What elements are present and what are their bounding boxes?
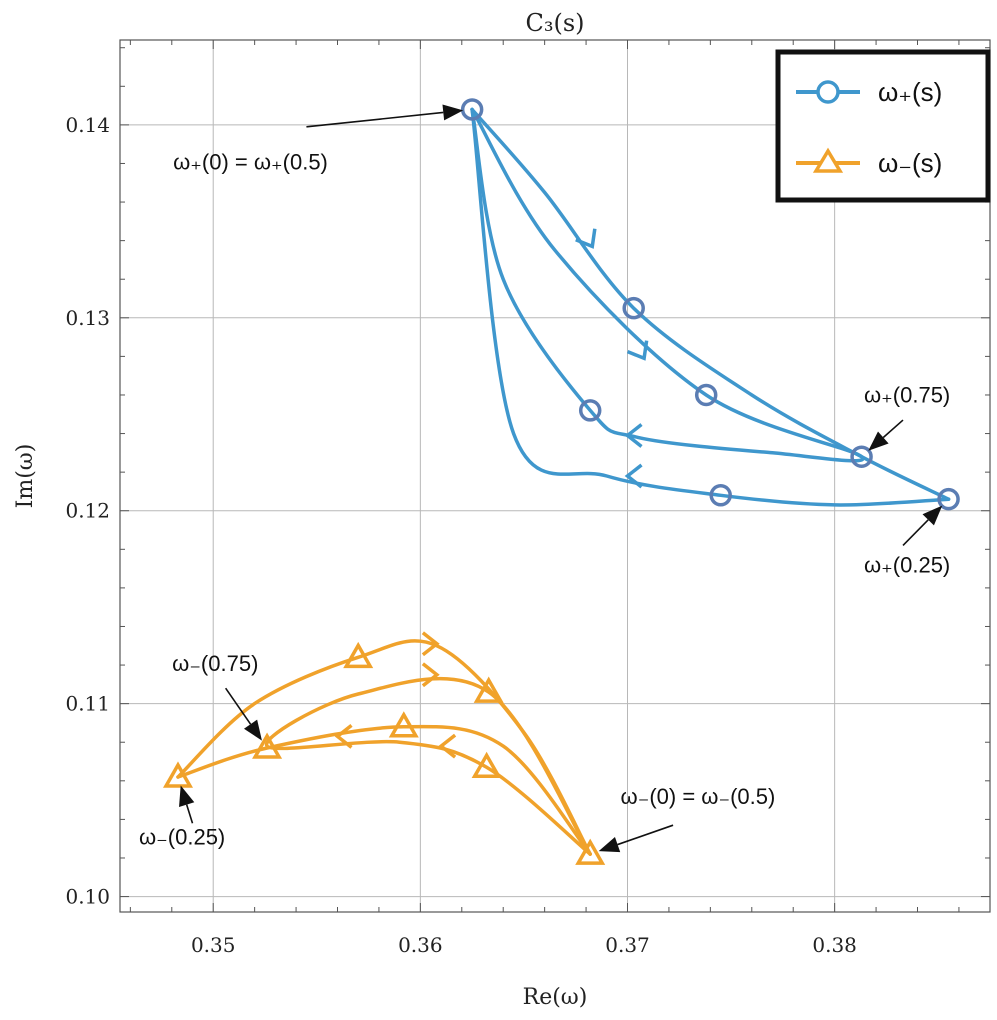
legend: ω₊(s) ω₋(s) — [775, 49, 991, 203]
triangle-marker — [252, 732, 283, 759]
triangle-marker — [473, 676, 504, 703]
chart-title: C₃(s) — [525, 9, 584, 37]
annotation-arrow-line — [224, 687, 252, 725]
x-tick-label: 0.37 — [605, 933, 650, 957]
annotation-arrow-line — [902, 519, 929, 547]
triangle-marker — [575, 838, 606, 865]
series-omega-minus — [162, 631, 606, 865]
triangle-marker — [471, 751, 502, 779]
triangle-marker — [343, 641, 374, 669]
annotation: ω₊(0.75) — [864, 383, 950, 451]
direction-arrow — [421, 662, 440, 688]
circle-marker — [460, 98, 484, 121]
series-curve — [470, 107, 951, 507]
plot-frame — [119, 39, 991, 913]
legend-box — [775, 49, 991, 203]
annotation-arrow-head — [868, 431, 889, 451]
direction-arrow — [624, 463, 643, 489]
annotation-arrow-line — [882, 419, 904, 439]
annotation-arrow-head — [442, 104, 464, 121]
y-tick-label: 0.14 — [65, 113, 110, 137]
series-curve — [265, 676, 592, 856]
annotation-arrow-line — [185, 804, 194, 824]
x-tick-label: 0.36 — [398, 933, 443, 957]
annotation: ω₋(0) = ω₋(0.5) — [598, 784, 776, 853]
annotation: ω₊(0.25) — [864, 505, 950, 577]
x-tick-label: 0.35 — [191, 933, 236, 957]
annotation-arrow-line — [306, 111, 444, 128]
annotation-arrow-head — [179, 785, 195, 808]
annotation: ω₋(0.75) — [172, 651, 262, 741]
annotation: ω₊(0) = ω₊(0.5) — [173, 104, 464, 174]
legend-label-omega-minus: ω₋(s) — [878, 148, 942, 178]
legend-label-omega-plus: ω₊(s) — [878, 77, 942, 107]
direction-arrow — [575, 228, 597, 249]
legend-triangle-marker — [812, 147, 844, 173]
annotation-label: ω₊(0.25) — [864, 552, 950, 577]
y-tick-label: 0.12 — [65, 499, 110, 523]
y-tick-label: 0.11 — [65, 692, 110, 716]
annotation-arrow-line — [617, 824, 674, 846]
circle-marker — [578, 399, 602, 422]
axis-ticks: 0.35 0.36 0.37 0.38 0.10 0.11 0.12 0.13 0.14 — [65, 40, 990, 957]
y-tick-label: 0.10 — [65, 885, 110, 909]
triangle-marker — [162, 761, 194, 788]
direction-arrow — [626, 340, 649, 361]
annotation-label: ω₋(0) = ω₋(0.5) — [621, 784, 776, 809]
circle-marker — [694, 383, 718, 407]
annotation-label: ω₋(0.75) — [172, 651, 258, 676]
series-curve — [176, 724, 592, 856]
x-tick-label: 0.38 — [812, 933, 857, 957]
circle-marker — [850, 445, 873, 468]
annotation-label: ω₊(0.75) — [864, 383, 950, 408]
annotation-label: ω₋(0.25) — [139, 824, 225, 849]
annotation: ω₋(0.25) — [139, 785, 225, 849]
annotation-arrow-head — [922, 505, 943, 526]
circle-marker — [937, 487, 960, 511]
y-tick-label: 0.13 — [65, 306, 110, 330]
series-curve — [470, 107, 865, 463]
direction-arrow — [438, 733, 457, 759]
series-layer — [162, 98, 960, 865]
circle-marker — [709, 484, 732, 507]
triangle-marker — [388, 711, 419, 738]
annotation-arrow-head — [243, 719, 262, 741]
y-axis-label: Im(ω) — [13, 444, 38, 509]
direction-arrow — [334, 724, 353, 749]
annotation-label: ω₊(0) = ω₊(0.5) — [173, 149, 328, 174]
legend-circle-marker — [816, 80, 840, 104]
annotations: ω₊(0) = ω₊(0.5) ω₊(0.75) ω₊(0.25) ω₋(0.75) ω… — [139, 104, 950, 853]
series-omega-plus — [460, 98, 960, 511]
direction-arrow — [624, 423, 643, 448]
annotation-arrow-head — [598, 837, 621, 853]
x-axis-label: Re(ω) — [523, 985, 588, 1010]
direction-arrow — [421, 631, 440, 657]
circle-marker — [622, 296, 645, 320]
